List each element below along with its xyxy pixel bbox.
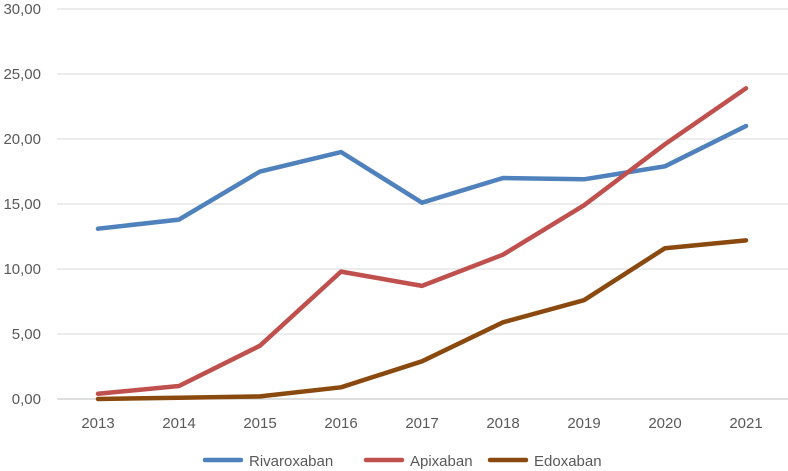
legend-label: Apixaban — [410, 453, 473, 470]
x-tick-label: 2014 — [162, 415, 195, 432]
legend-label: Rivaroxaban — [249, 453, 333, 470]
legend-label: Edoxaban — [534, 453, 602, 470]
x-tick-label: 2015 — [243, 415, 276, 432]
y-tick-label: 5,00 — [12, 326, 41, 343]
y-tick-label: 0,00 — [12, 391, 41, 408]
y-tick-label: 30,00 — [3, 1, 41, 18]
x-axis-ticks: 2013 2014 2015 2016 2017 2018 2019 2020 2021 — [81, 415, 762, 432]
series-line-edoxaban — [95, 238, 749, 402]
x-tick-label: 2019 — [567, 415, 600, 432]
y-tick-label: 25,00 — [3, 66, 41, 83]
gridlines — [57, 8, 788, 400]
x-tick-label: 2017 — [405, 415, 438, 432]
legend: Rivaroxaban Apixaban Edoxaban — [202, 453, 602, 470]
series-line-rivaroxaban — [95, 123, 749, 231]
y-tick-label: 10,00 — [3, 261, 41, 278]
x-tick-label: 2016 — [324, 415, 357, 432]
series-lines — [95, 86, 749, 402]
series-line-apixaban — [95, 86, 749, 397]
y-tick-label: 15,00 — [3, 196, 41, 213]
y-axis-ticks: 0,00 5,00 10,00 15,00 20,00 25,00 30,00 — [3, 1, 41, 408]
x-tick-label: 2013 — [81, 415, 114, 432]
x-tick-label: 2018 — [486, 415, 519, 432]
x-tick-label: 2021 — [729, 415, 762, 432]
x-tick-label: 2020 — [648, 415, 681, 432]
y-tick-label: 20,00 — [3, 131, 41, 148]
